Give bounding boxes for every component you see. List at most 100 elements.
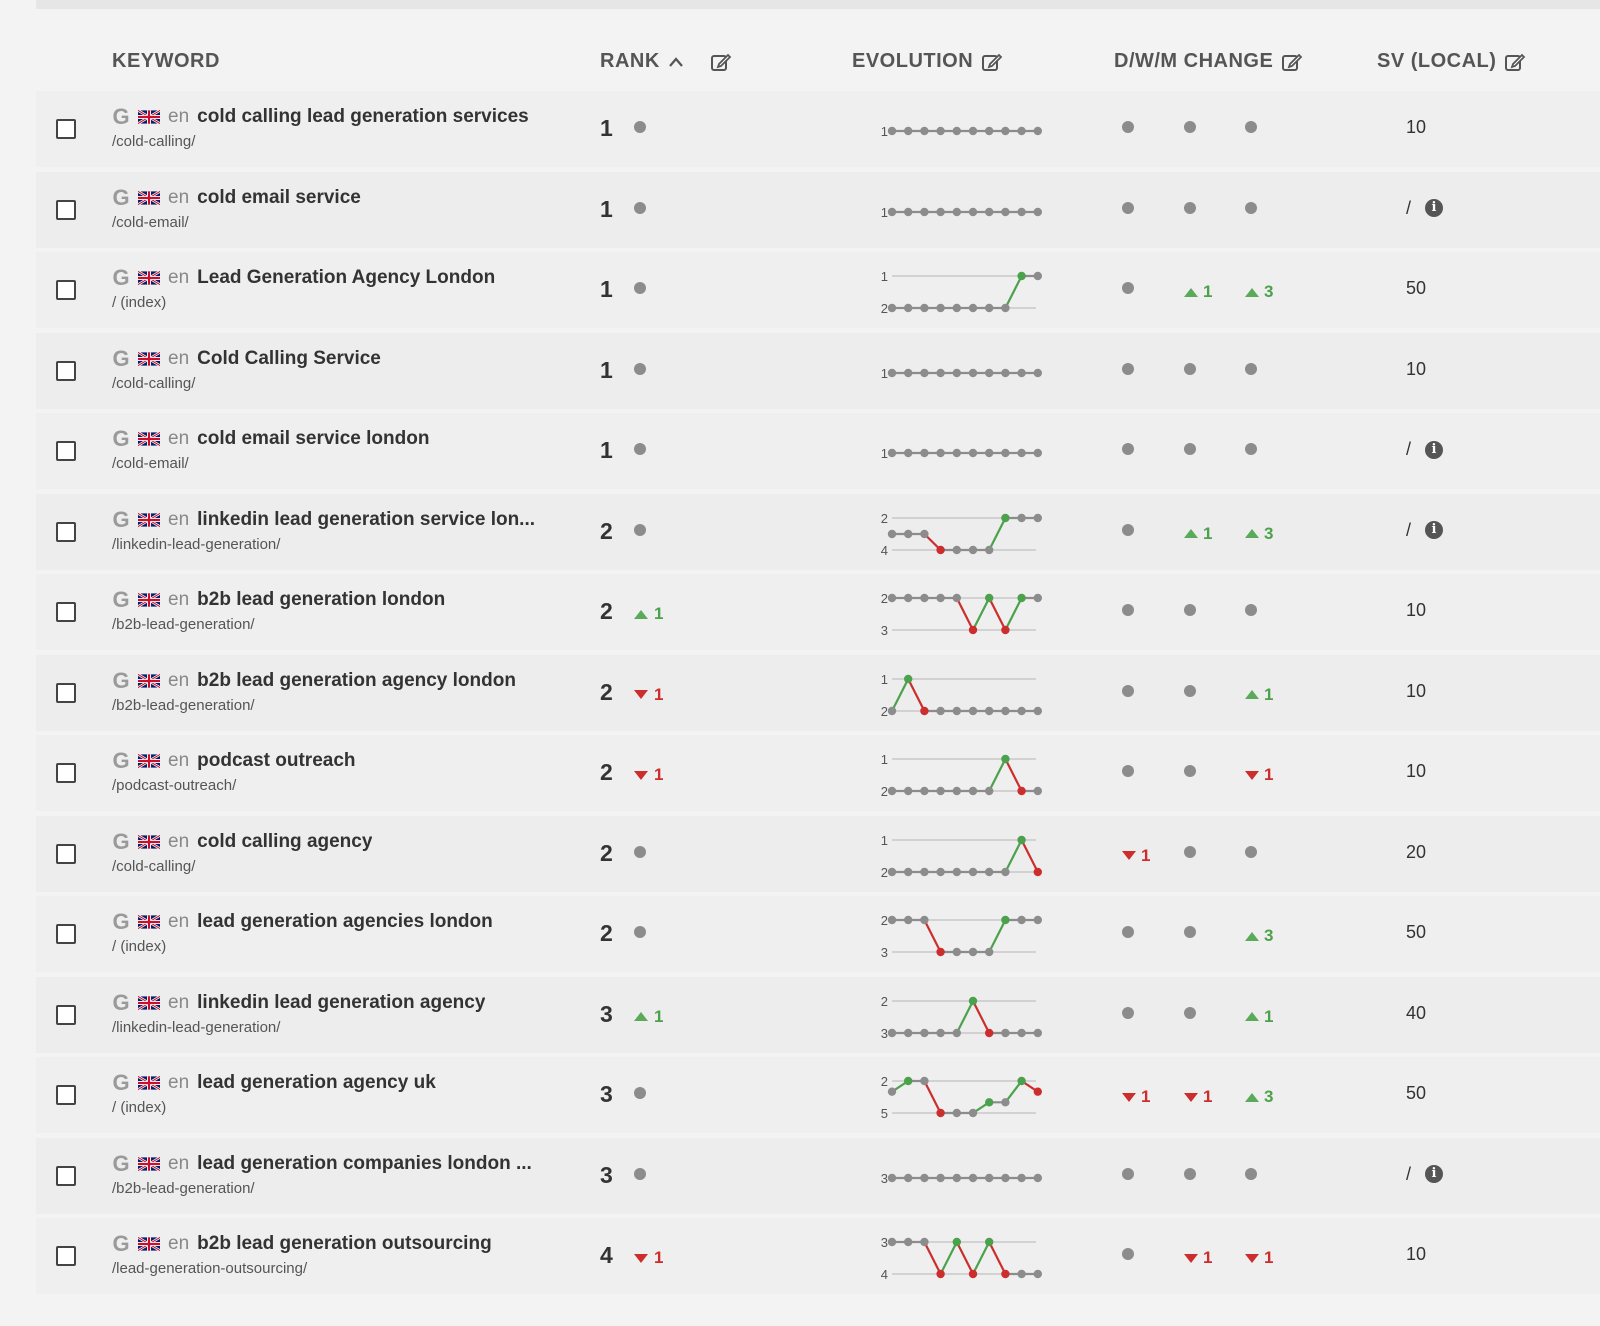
arrow-up-icon (1245, 690, 1259, 699)
row-checkbox[interactable] (56, 441, 76, 461)
keyword-url[interactable]: /cold-calling/ (112, 857, 196, 875)
keyword-url[interactable]: / (index) (112, 938, 167, 955)
sparkline-point (1017, 1028, 1026, 1037)
rank-value: 1 (600, 276, 613, 302)
keyword-text[interactable]: cold email service (197, 186, 361, 208)
day-change (1122, 926, 1134, 938)
no-change-dot (634, 201, 646, 214)
evolution-sparkline: 12 (881, 269, 1042, 316)
keyword-text[interactable]: b2b lead generation outsourcing (197, 1233, 492, 1254)
edit-icon[interactable] (981, 51, 1003, 73)
edit-icon[interactable] (1281, 51, 1303, 73)
google-icon: G (112, 506, 130, 532)
keyword-url[interactable]: /b2b-lead-generation/ (112, 696, 255, 714)
keyword-url[interactable]: /lead-generation-outsourcing/ (112, 1260, 308, 1277)
sparkline-point (1001, 867, 1010, 876)
column-header-keyword[interactable]: KEYWORD (112, 50, 220, 73)
search-volume-value: / (1406, 439, 1412, 459)
keyword-url[interactable]: /b2b-lead-generation/ (112, 616, 255, 633)
column-header-change[interactable]: D/W/M CHANGE (1114, 50, 1303, 73)
keyword-url[interactable]: / (index) (112, 1099, 167, 1116)
keyword-text[interactable]: lead generation agencies london (197, 911, 493, 932)
keyword-text[interactable]: lead generation agency uk (197, 1072, 436, 1093)
edit-icon[interactable] (710, 51, 732, 73)
language-code: en (168, 589, 190, 610)
sparkline-point (985, 207, 994, 216)
keyword-text[interactable]: cold calling agency (197, 830, 373, 852)
month-change: 1 (1245, 765, 1273, 785)
row-checkbox[interactable] (56, 1165, 76, 1186)
column-header-sv[interactable]: SV (LOCAL) (1377, 50, 1526, 73)
evolution-sparkline: 23 (881, 591, 1042, 638)
row-checkbox[interactable] (56, 199, 76, 220)
keyword-url[interactable]: /cold-email/ (112, 455, 189, 472)
keyword-url[interactable]: /cold-email/ (112, 213, 189, 231)
row-checkbox[interactable] (56, 1246, 76, 1266)
row-checkbox[interactable] (56, 360, 76, 381)
row-checkbox[interactable] (56, 1085, 76, 1105)
row-checkbox[interactable] (56, 1004, 76, 1025)
row-checkbox[interactable] (56, 521, 76, 542)
keyword-text[interactable]: lead generation companies london ... (197, 1152, 532, 1174)
keyword-url[interactable]: /cold-calling/ (112, 374, 196, 392)
info-icon[interactable]: i (1425, 199, 1444, 217)
keyword-url[interactable]: /linkedin-lead-generation/ (112, 535, 281, 553)
keyword-url[interactable]: /podcast-outreach/ (112, 777, 237, 794)
keyword-text[interactable]: b2b lead generation agency london (197, 669, 516, 691)
keyword-text[interactable]: podcast outreach (197, 750, 356, 771)
no-change-dot (1184, 121, 1196, 133)
keyword-url[interactable]: / (index) (112, 294, 167, 311)
column-header-evolution[interactable]: EVOLUTION (852, 50, 1003, 73)
row-checkbox[interactable] (56, 843, 76, 864)
search-volume-value: 10 (1406, 358, 1427, 379)
sparkline-point (887, 368, 897, 377)
info-icon[interactable]: i (1425, 521, 1444, 539)
sparkline-point (985, 1237, 994, 1247)
google-icon: G (112, 1070, 130, 1095)
row-checkbox[interactable] (56, 924, 76, 944)
keyword-text[interactable]: linkedin lead generation service lon... (197, 508, 536, 530)
row-checkbox[interactable] (56, 682, 76, 703)
keyword-text[interactable]: Lead Generation Agency London (197, 267, 496, 288)
keyword-text[interactable]: Cold Calling Service (197, 347, 381, 369)
sparkline-point (968, 706, 978, 715)
sparkline-tick-label: 3 (881, 1026, 888, 1041)
sparkline-point (985, 786, 994, 796)
keyword-text[interactable]: cold calling lead generation services (197, 106, 529, 127)
column-header-rank[interactable]: RANK (600, 50, 732, 73)
week-change: 1 (1184, 1248, 1212, 1268)
google-icon: G (112, 184, 130, 210)
keyword-url[interactable]: /cold-calling/ (112, 133, 196, 150)
chevron-up-icon[interactable] (668, 56, 684, 68)
row-checkbox[interactable] (56, 602, 76, 622)
day-change (1122, 201, 1134, 214)
row-checkbox[interactable] (56, 763, 76, 783)
month-change: 3 (1245, 926, 1273, 946)
sparkline-point (985, 1173, 994, 1182)
info-icon[interactable]: i (1425, 440, 1444, 459)
edit-icon[interactable] (1504, 51, 1526, 73)
keyword-text[interactable]: cold email service london (197, 428, 430, 449)
keyword-url[interactable]: /b2b-lead-generation/ (112, 1179, 255, 1197)
info-icon[interactable]: i (1425, 1165, 1444, 1183)
keyword-text[interactable]: b2b lead generation london (197, 589, 446, 610)
keyword-text[interactable]: linkedin lead generation agency (197, 991, 486, 1013)
row-checkbox[interactable] (56, 119, 76, 139)
keyword-url[interactable]: /linkedin-lead-generation/ (112, 1018, 281, 1036)
row-checkbox[interactable] (56, 280, 76, 300)
